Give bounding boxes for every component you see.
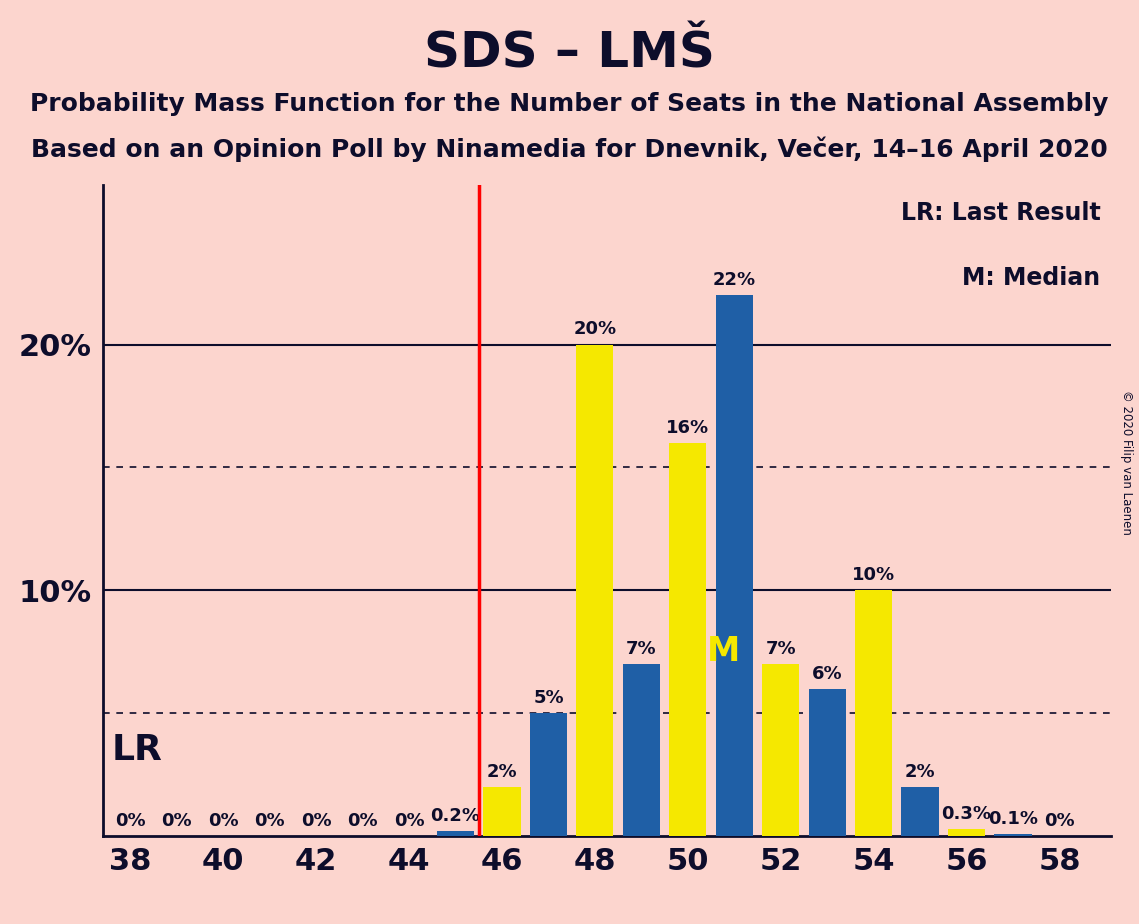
Text: 0.2%: 0.2% [431, 808, 481, 825]
Text: 10%: 10% [852, 566, 895, 584]
Text: Probability Mass Function for the Number of Seats in the National Assembly: Probability Mass Function for the Number… [31, 92, 1108, 116]
Bar [715, 296, 753, 836]
Bar [576, 345, 614, 836]
Text: 0%: 0% [301, 812, 331, 830]
Text: 0%: 0% [115, 812, 146, 830]
Bar [437, 832, 474, 836]
Bar [483, 787, 521, 836]
Bar [809, 688, 846, 836]
Text: 0%: 0% [208, 812, 238, 830]
Text: 2%: 2% [486, 763, 517, 781]
Text: LR: LR [112, 734, 163, 768]
Bar [670, 443, 706, 836]
Bar [948, 829, 985, 836]
Text: M: Median: M: Median [962, 266, 1100, 290]
Text: 20%: 20% [573, 321, 616, 338]
Text: 0%: 0% [394, 812, 425, 830]
Text: 7%: 7% [626, 640, 657, 658]
Text: 0%: 0% [347, 812, 378, 830]
Bar [762, 664, 800, 836]
Text: 0.1%: 0.1% [988, 809, 1038, 828]
Bar [901, 787, 939, 836]
Text: 0%: 0% [1044, 812, 1075, 830]
Text: 5%: 5% [533, 689, 564, 707]
Text: M: M [706, 636, 739, 668]
Text: 6%: 6% [812, 664, 843, 683]
Bar [994, 833, 1032, 836]
Text: © 2020 Filip van Laenen: © 2020 Filip van Laenen [1120, 390, 1133, 534]
Text: 2%: 2% [904, 763, 935, 781]
Text: 0.3%: 0.3% [942, 805, 992, 822]
Text: 0%: 0% [162, 812, 192, 830]
Text: 7%: 7% [765, 640, 796, 658]
Bar [855, 590, 892, 836]
Text: LR: Last Result: LR: Last Result [901, 201, 1100, 225]
Text: SDS – LMŠ: SDS – LMŠ [424, 30, 715, 78]
Text: Based on an Opinion Poll by Ninamedia for Dnevnik, Večer, 14–16 April 2020: Based on an Opinion Poll by Ninamedia fo… [31, 137, 1108, 163]
Bar [530, 713, 567, 836]
Text: 16%: 16% [666, 419, 710, 437]
Text: 0%: 0% [254, 812, 285, 830]
Text: 22%: 22% [713, 272, 756, 289]
Bar [623, 664, 659, 836]
